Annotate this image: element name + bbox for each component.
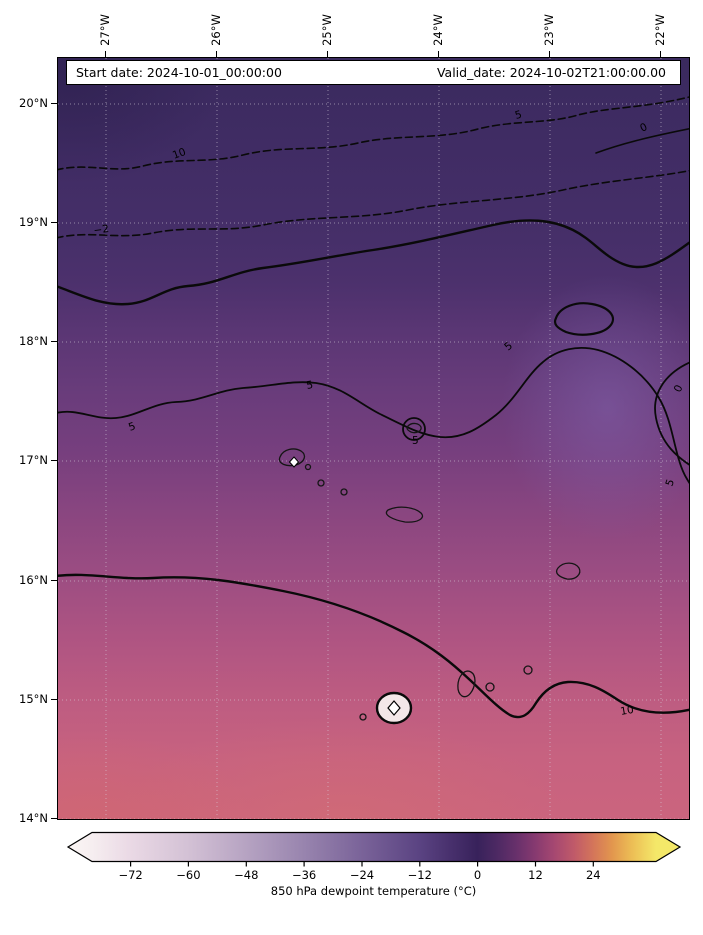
contour-line-corner bbox=[595, 127, 689, 154]
x-tick-label: 24°W bbox=[431, 14, 445, 46]
colorbar-tick-label: −48 bbox=[234, 868, 258, 882]
contour-line-zero bbox=[58, 219, 689, 306]
contour-line-dashed-north-1 bbox=[58, 96, 689, 171]
coastline-island bbox=[485, 682, 495, 692]
colorbar-tick-label: −36 bbox=[292, 868, 316, 882]
y-tick-label: 18°N bbox=[19, 334, 48, 348]
contour-label: 5 bbox=[664, 478, 678, 488]
x-tick-label: 27°W bbox=[98, 14, 112, 46]
y-tick-mark bbox=[51, 222, 57, 224]
coastline-island bbox=[304, 463, 312, 471]
y-tick-mark bbox=[51, 460, 57, 462]
contour-closed-blob bbox=[553, 302, 615, 336]
x-tick-label: 25°W bbox=[320, 14, 334, 46]
y-tick-mark bbox=[51, 103, 57, 105]
y-tick-mark bbox=[51, 699, 57, 701]
y-tick-mark bbox=[51, 341, 57, 343]
gridlines bbox=[58, 58, 689, 819]
colorbar-label: 850 hPa dewpoint temperature (°C) bbox=[270, 884, 477, 898]
contour-line-dashed-north-2 bbox=[58, 169, 689, 239]
contour-label: 0 bbox=[638, 121, 649, 135]
y-tick-mark bbox=[51, 580, 57, 582]
x-tick-mark bbox=[549, 51, 551, 57]
contour-label: 0 bbox=[672, 383, 686, 394]
valid-date-label: Valid_date: 2024-10-02T21:00:00.00 bbox=[436, 65, 666, 80]
coastline-island bbox=[457, 670, 476, 698]
storm-marker-icon bbox=[387, 700, 401, 716]
coastline-island bbox=[278, 448, 306, 467]
colorbar-tick-label: −60 bbox=[176, 868, 200, 882]
storm-markers bbox=[288, 456, 401, 716]
coastline-island bbox=[359, 713, 367, 721]
contour-label: 10 bbox=[619, 704, 634, 718]
coastline-island bbox=[340, 488, 348, 496]
coastlines bbox=[278, 422, 581, 721]
contour-label: 5 bbox=[305, 379, 314, 392]
x-tick-mark bbox=[105, 51, 107, 57]
contour-label: 10 bbox=[171, 146, 188, 162]
y-tick-label: 16°N bbox=[19, 573, 48, 587]
colorbar-tick-label: −12 bbox=[408, 868, 432, 882]
contour-ring-five-island bbox=[402, 417, 426, 441]
y-tick-label: 19°N bbox=[19, 215, 48, 229]
coastline-island bbox=[385, 506, 424, 523]
date-annotation-bar: Start date: 2024-10-01_00:00:00 Valid_da… bbox=[66, 60, 681, 85]
coastline-island bbox=[523, 665, 533, 675]
x-tick-mark bbox=[660, 51, 662, 57]
colorbar-tick-labels: −72 −60 −48 −36 −24 −12 0 12 24 bbox=[118, 868, 600, 882]
y-tick-label: 14°N bbox=[19, 811, 48, 825]
coastline-island bbox=[555, 562, 581, 580]
map-canvas: 10 −2 5 0 5 5 5 5 0 5 10 bbox=[58, 58, 689, 819]
y-tick-label: 17°N bbox=[19, 453, 48, 467]
start-date-label: Start date: 2024-10-01_00:00:00 bbox=[76, 65, 282, 80]
contour-labels: 10 −2 5 0 5 5 5 5 0 5 10 bbox=[93, 109, 686, 718]
coastline-island bbox=[317, 479, 325, 487]
contour-label: −2 bbox=[93, 223, 110, 237]
coastline-island bbox=[406, 422, 422, 434]
colorbar-tick-label: 0 bbox=[474, 868, 481, 882]
colorbar-tick-marks bbox=[129, 861, 594, 867]
contour-label: 5 bbox=[502, 340, 515, 353]
contour-label: 5 bbox=[514, 109, 524, 122]
contour-loop-zero-right bbox=[654, 361, 689, 466]
x-tick-label: 23°W bbox=[542, 14, 556, 46]
y-tick-mark bbox=[51, 818, 57, 820]
contour-line-ten bbox=[58, 573, 689, 719]
x-tick-mark bbox=[438, 51, 440, 57]
storm-marker-icon bbox=[288, 456, 300, 468]
x-tick-mark bbox=[216, 51, 218, 57]
contour-label: 5 bbox=[412, 435, 419, 447]
colorbar: −72 −60 −48 −36 −24 −12 0 12 24 bbox=[66, 831, 682, 882]
y-tick-label: 15°N bbox=[19, 692, 48, 706]
x-tick-label: 22°W bbox=[653, 14, 667, 46]
contour-label: 5 bbox=[127, 420, 137, 434]
contour-line-five bbox=[58, 347, 689, 485]
colorbar-tick-label: −72 bbox=[118, 868, 142, 882]
y-tick-label: 20°N bbox=[19, 96, 48, 110]
colorbar-tick-label: 24 bbox=[586, 868, 601, 882]
colorbar-bar bbox=[66, 831, 682, 863]
map-plot-area: 10 −2 5 0 5 5 5 5 0 5 10 bbox=[57, 57, 690, 820]
colorbar-tick-label: −24 bbox=[350, 868, 374, 882]
colorbar-tick-label: 12 bbox=[528, 868, 543, 882]
x-tick-label: 26°W bbox=[209, 14, 223, 46]
x-tick-mark bbox=[327, 51, 329, 57]
